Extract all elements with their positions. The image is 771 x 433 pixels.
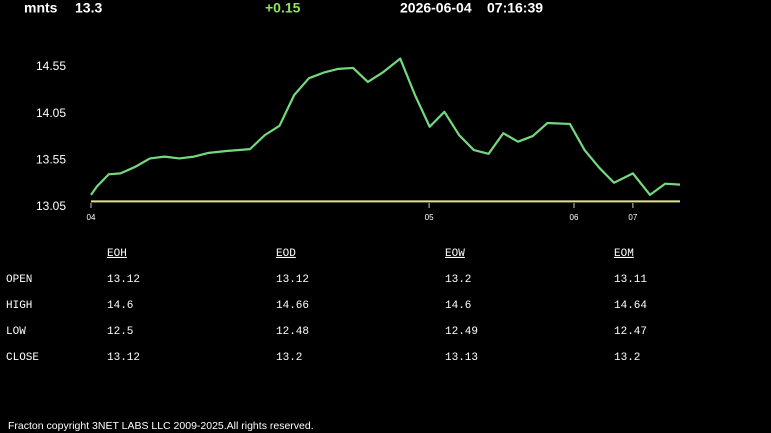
- x-tick-label: 05: [425, 213, 434, 222]
- x-tick-label: 07: [628, 213, 637, 222]
- cell: 13.2: [445, 274, 471, 286]
- column-header: EOD: [276, 248, 296, 260]
- time: 07:16:39: [487, 0, 543, 16]
- cell: 14.66: [276, 300, 309, 312]
- row-label: HIGH: [6, 300, 32, 312]
- x-tick-label: 04: [87, 213, 96, 222]
- footer: Fracton copyright 3NET LABS LLC 2009-202…: [8, 420, 314, 432]
- y-tick-label: 14.05: [36, 106, 66, 120]
- x-tick-label: 06: [570, 213, 579, 222]
- price-line: [90, 57, 681, 196]
- cell: 13.12: [276, 274, 309, 286]
- cell: 12.5: [107, 326, 133, 338]
- cell: 12.47: [614, 326, 647, 338]
- symbol: mnts: [24, 0, 58, 16]
- cell: 12.48: [276, 326, 309, 338]
- cell: 13.2: [276, 352, 302, 364]
- price: 13.3: [75, 0, 102, 16]
- cell: 13.2: [614, 352, 640, 364]
- column-header: EOM: [614, 248, 634, 260]
- y-tick-label: 13.05: [36, 199, 66, 213]
- row-label: CLOSE: [6, 352, 39, 364]
- cell: 12.49: [445, 326, 478, 338]
- date: 2026-06-04: [400, 0, 472, 16]
- cell: 14.64: [614, 300, 647, 312]
- y-tick-label: 13.55: [36, 153, 66, 167]
- column-header: EOW: [445, 248, 465, 260]
- y-tick-label: 14.55: [36, 59, 66, 73]
- cell: 14.6: [107, 300, 133, 312]
- cell: 13.11: [614, 274, 647, 286]
- cell: 14.6: [445, 300, 471, 312]
- row-label: LOW: [6, 326, 26, 338]
- column-header: EOH: [107, 248, 127, 260]
- cell: 13.12: [107, 274, 140, 286]
- cell: 13.12: [107, 352, 140, 364]
- change: +0.15: [265, 0, 301, 16]
- row-label: OPEN: [6, 274, 32, 286]
- cell: 13.13: [445, 352, 478, 364]
